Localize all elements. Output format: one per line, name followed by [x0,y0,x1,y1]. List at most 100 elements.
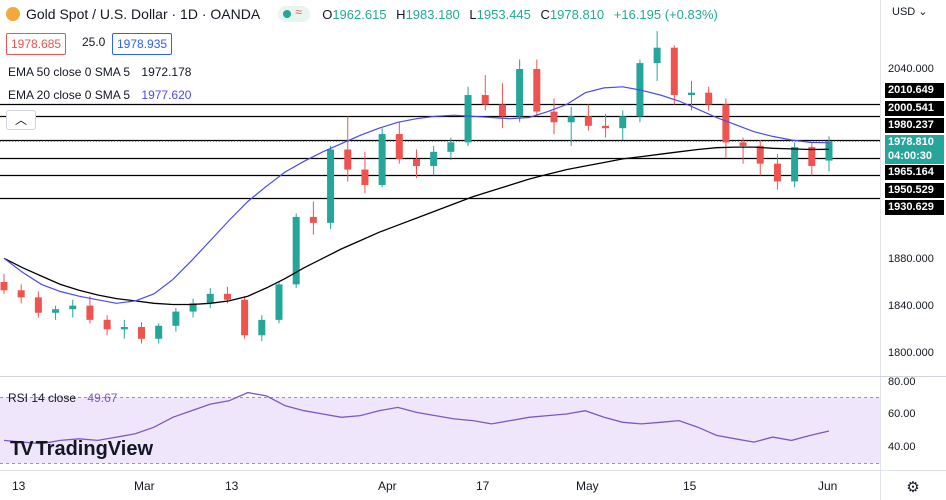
rsi-tick-label: 40.00 [888,441,916,453]
candle-up [172,311,180,326]
candle-down [241,299,249,336]
candle-up [327,149,335,223]
gold-coin-icon [6,7,20,21]
candle-down [17,290,25,298]
rsi-legend[interactable]: RSI 14 close 49.67 [8,391,117,405]
candle-up [52,309,60,313]
ema50-legend[interactable]: EMA 50 close 0 SMA 5 1972.178 [8,65,191,79]
ema20-label: EMA 20 close 0 SMA 5 [8,88,131,102]
low-label: L [469,6,477,22]
candle-down [395,134,403,159]
candle-down [550,111,558,123]
candle-up [791,147,799,182]
x-tick-label: 15 [683,479,697,493]
ema20-legend[interactable]: EMA 20 close 0 SMA 5 1977.620 [8,88,191,102]
candle-down [0,282,8,291]
y-tick-label: 1880.000 [888,253,934,265]
rsi-value: 49.67 [87,391,118,405]
bar-countdown: 04:00:30 [888,150,933,162]
x-tick-label: 17 [476,479,490,493]
open-label: O [322,6,333,22]
live-dot-icon [283,10,292,18]
x-tick-label: May [576,479,599,493]
brand-name: TradingView [35,438,154,460]
candle-down [773,163,781,182]
candle-up [653,47,661,64]
candle-up [430,151,438,167]
market-status-dot: ≈ [278,5,311,22]
currency-label: USD [892,6,916,18]
candle-up [120,326,128,330]
y-tick-label: 2040.000 [888,63,934,75]
candle-up [258,319,266,336]
y-tick-label: 1800.000 [888,347,934,359]
candle-down [361,169,369,185]
candle-down [223,293,231,300]
candle-down [481,95,489,105]
candle-up [516,69,524,117]
bid-price-box[interactable]: 1978.685 [6,33,67,55]
candle-down [413,158,420,167]
level-tag: 1950.529 [885,183,944,198]
x-tick-label: Jun [818,479,838,493]
level-tag: 2010.649 [885,83,944,98]
candle-down [103,319,111,330]
candle-down [309,216,317,223]
candle-up [155,325,163,339]
level-tag: 1930.629 [885,200,944,215]
tradingview-logo[interactable]: TV TradingView [10,438,153,461]
low-value: 1953.445 [476,6,531,22]
candle-up [464,95,472,143]
ema50-line [3,146,830,306]
candle-up [206,293,214,304]
tv-logo-icon: TV [10,438,34,460]
ohlc-readout: O1962.615 H1983.180 L1953.445 C1978.810 … [322,7,718,22]
candle-up [189,303,197,312]
y-tick-label: 1840.000 [888,300,934,312]
high-value: 1983.180 [405,6,460,22]
chevron-up-icon: ︿ [14,113,27,127]
chart-header: Gold Spot / U.S. Dollar · 1D · OANDA ≈ O… [6,5,718,22]
level-tag: 1980.237 [885,118,944,133]
candle-down [34,297,42,313]
rsi-band [0,397,880,464]
candle-down [498,104,506,117]
rsi-line [3,391,830,445]
candle-down [808,147,816,167]
x-tick-label: Apr [378,479,397,493]
candle-up [825,141,833,161]
gear-icon[interactable]: ⚙ [906,479,920,496]
level-tag: 1965.164 [885,165,944,180]
ema20-value: 1977.620 [141,88,192,102]
candle-down [705,92,713,105]
currency-selector[interactable]: USD ⌄ [892,5,928,18]
current-price-tag: 1978.810 04:00:30 [885,135,944,164]
high-label: H [396,6,406,22]
candle-down [722,104,730,143]
rsi-tick-label: 60.00 [888,408,916,420]
candle-up [275,284,283,320]
candle-down [739,142,747,146]
symbol-title[interactable]: Gold Spot / U.S. Dollar · 1D · OANDA [26,6,261,22]
candle-up [567,116,575,123]
candle-down [86,305,94,320]
candle-down [602,125,610,129]
candle-down [533,69,541,112]
candle-up [619,116,627,129]
collapse-legend-button[interactable]: ︿ [6,110,36,130]
rsi-label: RSI 14 close [8,391,77,405]
ema20-line [3,86,830,304]
ema50-label: EMA 50 close 0 SMA 5 [8,65,131,79]
current-price-value: 1978.810 [888,136,934,148]
x-tick-label: Mar [134,479,155,493]
candle-down [584,116,592,126]
ask-price-box[interactable]: 1978.935 [112,33,173,55]
change-value: +16.195 (+0.83%) [613,6,718,22]
candle-up [69,305,77,310]
open-value: 1962.615 [332,6,387,22]
wave-icon: ≈ [295,5,302,19]
x-tick-label: 13 [225,479,239,493]
candle-down [670,47,678,96]
ema50-value: 1972.178 [141,65,192,79]
